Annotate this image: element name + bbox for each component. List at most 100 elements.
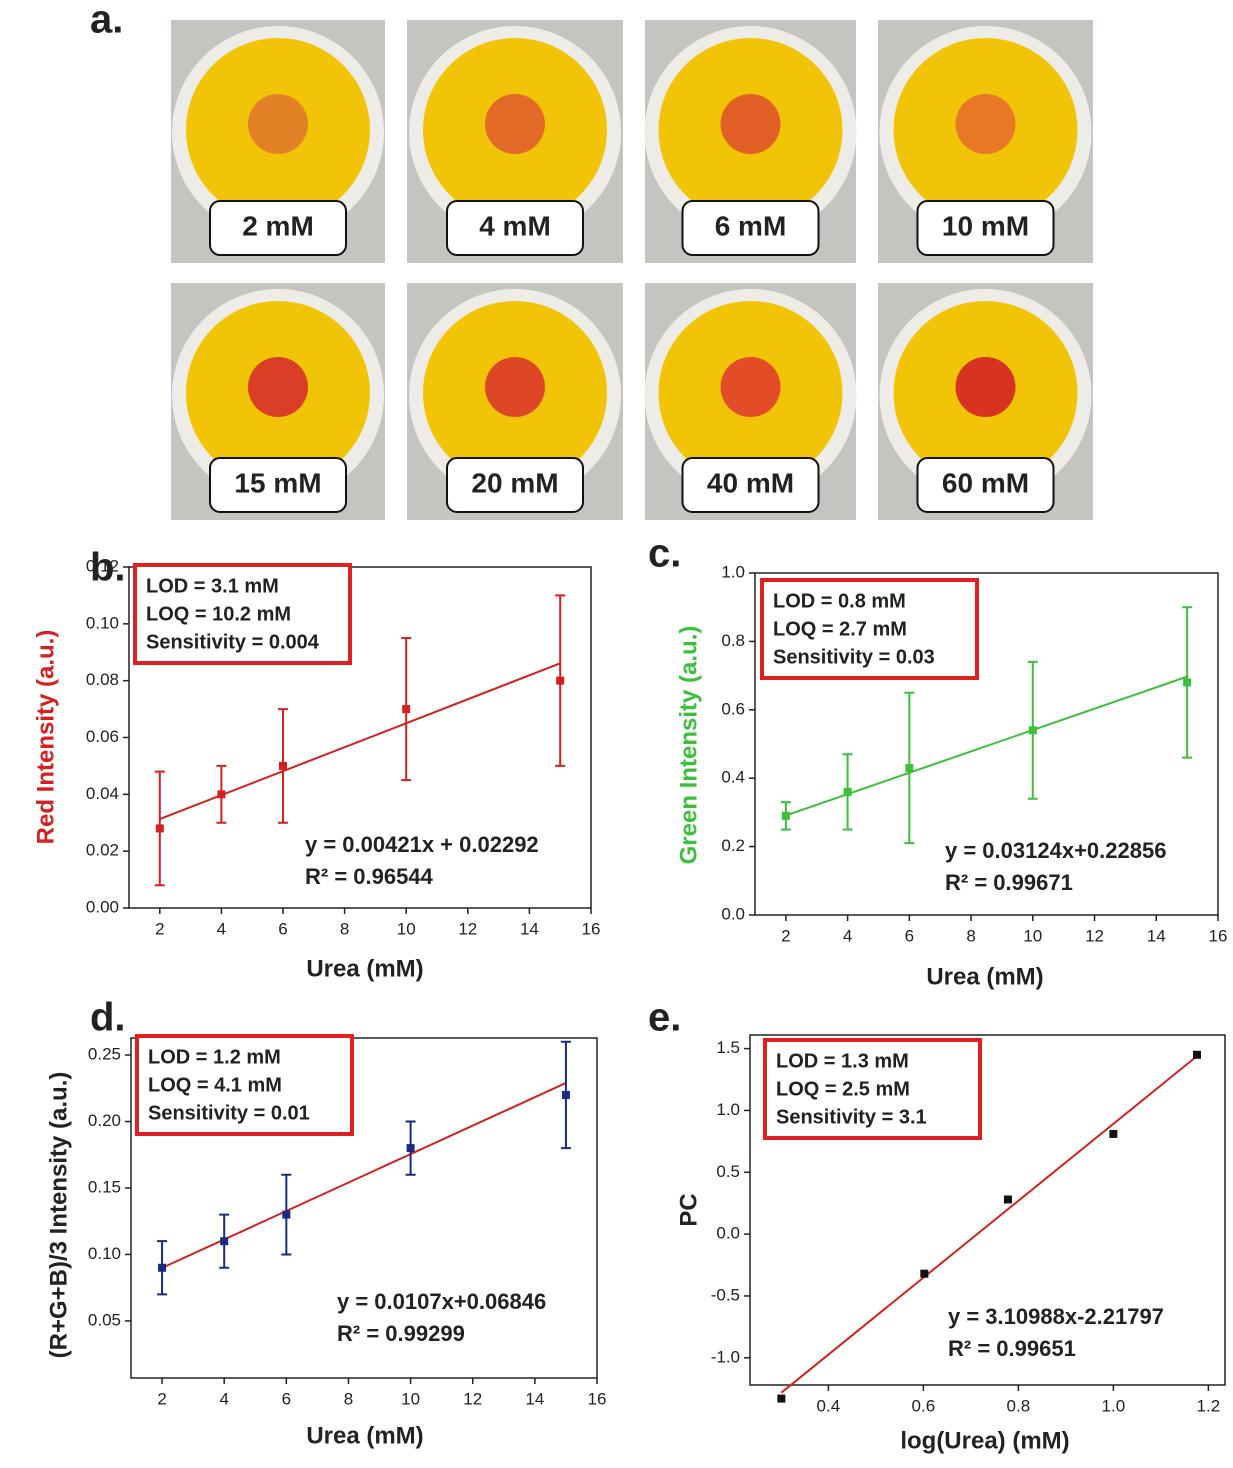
label-box — [681, 457, 820, 513]
x-tick-label: 16 — [1209, 926, 1228, 945]
y-tick-label: 0.08 — [86, 670, 119, 689]
x-tick-label: 16 — [582, 919, 601, 938]
data-point — [1003, 1195, 1012, 1204]
fit-equation: y = 0.0107x+0.06846 — [337, 1289, 546, 1314]
panel-letter: c. — [648, 532, 681, 576]
y-axis-title: PC — [675, 1193, 702, 1226]
x-tick-label: 0.4 — [817, 1396, 841, 1415]
y-tick-label: 0.5 — [716, 1162, 740, 1181]
label-box — [446, 200, 584, 256]
fit-line — [161, 1082, 567, 1269]
tile-label: 6 mM — [715, 210, 787, 241]
reaction-spot — [955, 94, 1016, 154]
data-point — [556, 676, 565, 685]
y-tick-label: 1.5 — [716, 1038, 740, 1057]
tile-label: 20 mM — [471, 467, 558, 498]
stats-line: LOQ = 2.5 mM — [776, 1078, 910, 1100]
stats-line: LOQ = 2.7 mM — [773, 618, 907, 640]
data-point — [781, 811, 790, 820]
y-axis-title: Green Intensity (a.u.) — [675, 626, 702, 865]
stats-box — [135, 1034, 354, 1136]
x-axis-title: Urea (mM) — [306, 1422, 423, 1449]
tile-label: 4 mM — [479, 210, 551, 241]
data-point — [217, 790, 226, 799]
label-box — [209, 457, 347, 513]
fit-equation: y = 0.00421x + 0.02292 — [305, 832, 539, 857]
x-tick-label: 16 — [588, 1389, 607, 1408]
data-point — [1183, 678, 1192, 687]
tile-label: 10 mM — [942, 210, 1029, 241]
plot-frame — [130, 1037, 598, 1379]
x-tick-label: 4 — [843, 926, 852, 945]
reaction-spot — [720, 357, 781, 417]
data-point — [282, 1210, 291, 1219]
stats-line: Sensitivity = 0.01 — [148, 1102, 310, 1124]
x-tick-label: 10 — [397, 919, 416, 938]
reaction-spot — [485, 357, 545, 417]
data-point — [158, 1263, 167, 1272]
stats-line: LOQ = 4.1 mM — [148, 1074, 282, 1096]
reaction-spot — [248, 357, 308, 417]
label-box — [209, 200, 347, 256]
plot-frame — [754, 572, 1219, 916]
y-tick-label: -1.0 — [711, 1347, 740, 1366]
x-tick-label: 4 — [219, 1389, 228, 1408]
stats-line: LOQ = 10.2 mM — [146, 603, 291, 625]
x-tick-label: 1.2 — [1197, 1396, 1221, 1415]
x-tick-label: 6 — [905, 926, 914, 945]
stats-box — [760, 578, 979, 680]
y-axis-title: Red Intensity (a.u.) — [32, 630, 59, 845]
y-tick-label: 0.20 — [88, 1111, 121, 1130]
x-tick-label: 12 — [463, 1389, 482, 1408]
data-point — [406, 1144, 415, 1153]
y-tick-label: 0.04 — [86, 784, 119, 803]
fit-equation: R² = 0.99671 — [945, 870, 1073, 895]
reaction-spot — [720, 94, 781, 154]
label-box — [916, 457, 1055, 513]
panel-letter: d. — [90, 996, 126, 1040]
label-box — [681, 200, 820, 256]
plot-frame — [749, 1034, 1226, 1386]
stats-box — [763, 1038, 982, 1140]
y-axis-title: (R+G+B)/3 Intensity (a.u.) — [45, 1072, 72, 1359]
x-tick-label: 2 — [157, 1389, 166, 1408]
stats-box — [133, 563, 352, 665]
stats-line: Sensitivity = 0.004 — [146, 631, 320, 653]
data-point — [920, 1269, 929, 1278]
x-tick-label: 8 — [344, 1389, 353, 1408]
stats-line: Sensitivity = 3.1 — [776, 1106, 927, 1128]
x-tick-label: 6 — [282, 1389, 291, 1408]
fit-equation: R² = 0.99299 — [337, 1321, 465, 1346]
panel-letter: a. — [90, 0, 123, 42]
fit-line — [780, 1055, 1198, 1394]
tile-label: 15 mM — [234, 467, 321, 498]
y-tick-label: 0.00 — [86, 897, 119, 916]
x-tick-label: 0.6 — [912, 1396, 936, 1415]
x-tick-label: 2 — [155, 919, 164, 938]
y-tick-label: 0.06 — [86, 727, 119, 746]
stats-line: LOD = 1.3 mM — [776, 1050, 909, 1072]
x-tick-label: 8 — [340, 919, 349, 938]
stats-line: Sensitivity = 0.03 — [773, 646, 935, 668]
x-tick-label: 12 — [458, 919, 477, 938]
x-axis-title: Urea (mM) — [306, 955, 423, 982]
data-point — [402, 705, 411, 714]
reaction-spot — [955, 357, 1016, 417]
fit-equation: y = 0.03124x+0.22856 — [945, 838, 1166, 863]
data-point — [905, 763, 914, 772]
panel-letter: b. — [90, 546, 126, 590]
tile-label: 40 mM — [707, 467, 794, 498]
tile-label: 2 mM — [242, 210, 314, 241]
fit-line — [785, 675, 1188, 817]
y-tick-label: -0.5 — [711, 1285, 740, 1304]
data-point — [1109, 1129, 1118, 1138]
y-tick-label: 0.05 — [88, 1310, 121, 1329]
stats-line: LOD = 3.1 mM — [146, 575, 279, 597]
x-tick-label: 10 — [401, 1389, 420, 1408]
stats-line: LOD = 1.2 mM — [148, 1046, 281, 1068]
y-tick-label: 0.0 — [721, 904, 745, 923]
data-point — [1028, 726, 1037, 735]
x-tick-label: 2 — [781, 926, 790, 945]
x-tick-label: 12 — [1085, 926, 1104, 945]
y-tick-label: 0.12 — [86, 556, 119, 575]
